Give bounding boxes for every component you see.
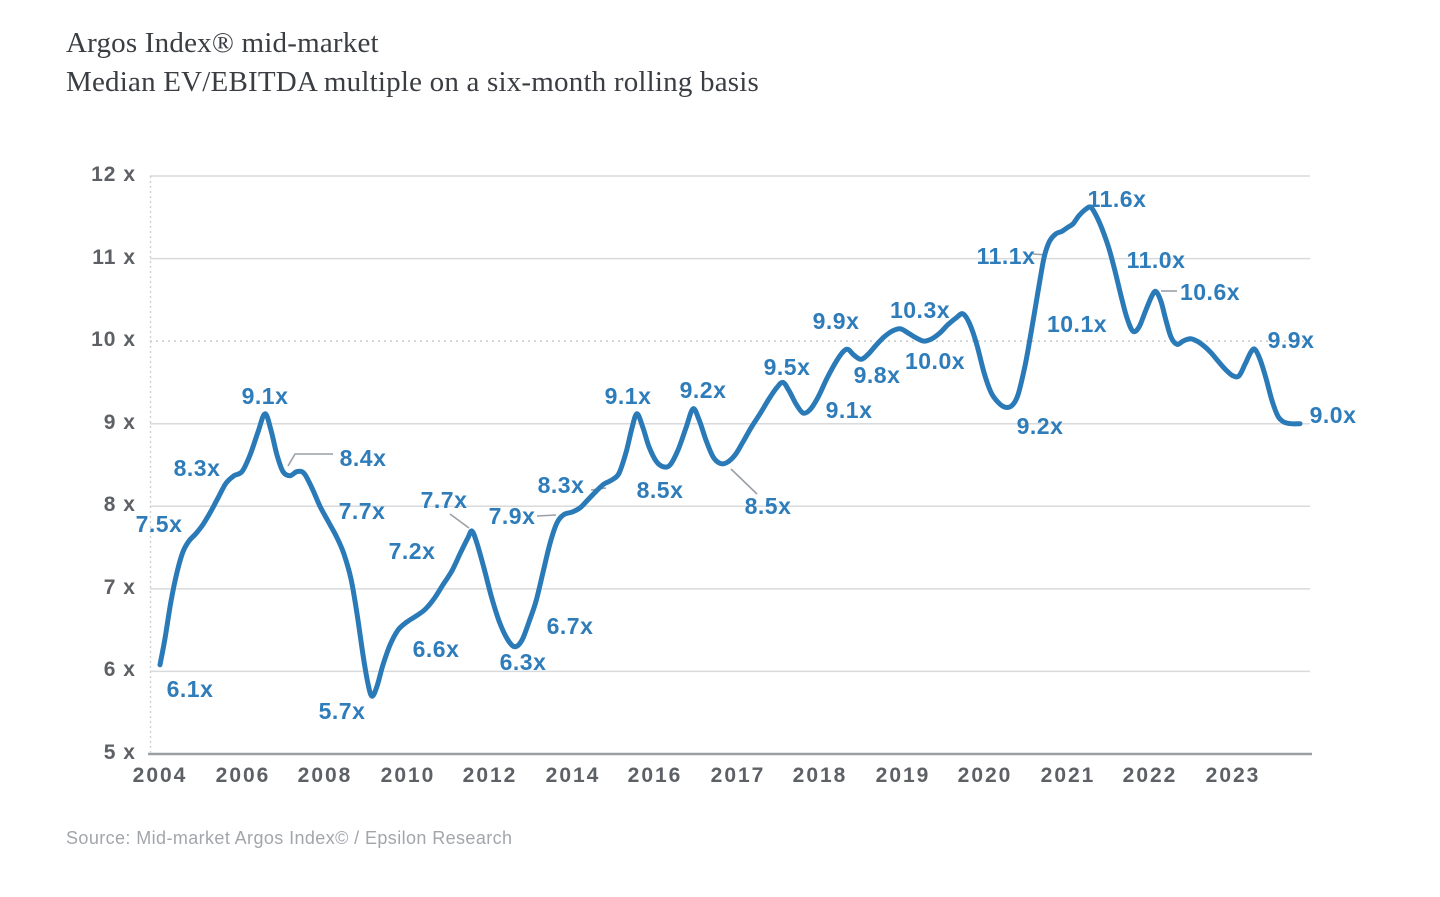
label-leader-line (730, 468, 758, 495)
data-label-11p1x: 11.1x (976, 243, 1036, 269)
data-label-9p8x: 9.8x (853, 362, 901, 388)
x-tick-2010: 2010 (380, 764, 436, 787)
data-label-7p5x: 7.5x (135, 511, 183, 537)
x-tick-2017: 2017 (710, 764, 766, 787)
data-label-9p2x: 9.2x (1016, 413, 1064, 439)
data-label-7p9x: 7.9x (488, 503, 536, 529)
x-tick-2008: 2008 (297, 764, 353, 787)
x-tick-2020: 2020 (957, 764, 1013, 787)
data-label-9p9x: 9.9x (812, 308, 860, 334)
source-note: Source: Mid-market Argos Index© / Epsilo… (66, 828, 513, 848)
x-tick-2004: 2004 (132, 764, 188, 787)
data-label-7p7x: 7.7x (338, 498, 386, 524)
data-label-7p2x: 7.2x (388, 538, 436, 564)
x-tick-2006: 2006 (215, 764, 271, 787)
chart-title: Argos Index® mid-market (66, 27, 379, 59)
data-label-6p7x: 6.7x (546, 613, 594, 639)
data-label-9p5x: 9.5x (763, 354, 811, 380)
data-label-10p6x: 10.6x (1179, 279, 1241, 305)
data-label-8p4x: 8.4x (339, 445, 387, 471)
data-label-10p0x: 10.0x (904, 348, 966, 374)
y-tick-5x: 5 x (103, 741, 136, 764)
y-tick-8x: 8 x (103, 493, 136, 517)
x-tick-2022: 2022 (1122, 764, 1178, 787)
data-label-6p1x: 6.1x (166, 676, 214, 702)
data-label-9p1x: 9.1x (604, 383, 652, 409)
data-label-9p0x: 9.0x (1309, 402, 1357, 428)
data-label-8p5x: 8.5x (744, 493, 792, 519)
label-leader-line (449, 513, 470, 529)
y-tick-11x: 11 x (92, 245, 136, 269)
label-leader-line (287, 453, 333, 467)
data-label-7p7x: 7.7x (420, 487, 468, 513)
y-tick-10x: 10 x (91, 328, 136, 352)
data-label-10p1x: 10.1x (1046, 311, 1108, 337)
data-label-5p7x: 5.7x (318, 698, 366, 724)
data-label-6p3x: 6.3x (499, 649, 547, 675)
label-leader-line (536, 514, 557, 517)
ev-ebitda-median-line (157, 204, 1303, 699)
ev-ebitda-line-chart (148, 175, 1312, 756)
chart-area: 12 x 11 x 10 x 9 x 8 x 7 x 6 x 5 x 2004 2006 2008… (91, 163, 1357, 787)
chart-subtitle: Median EV/EBITDA multiple on a six-month… (66, 66, 760, 98)
data-label-8p3x: 8.3x (173, 455, 221, 481)
data-label-9p9x: 9.9x (1267, 327, 1315, 353)
data-label-11p6x: 11.6x (1087, 186, 1147, 212)
y-tick-12x: 12 x (91, 163, 136, 186)
data-label-6p6x: 6.6x (412, 636, 460, 662)
title-block: Argos Index® mid-market Median EV/EBITDA… (66, 24, 759, 102)
x-tick-2023: 2023 (1205, 764, 1261, 787)
data-label-9p1x: 9.1x (825, 397, 873, 423)
data-label-8p5x: 8.5x (636, 477, 684, 503)
data-label-9p1x: 9.1x (241, 383, 289, 409)
data-label-9p2x: 9.2x (679, 377, 727, 403)
y-tick-9x: 9 x (103, 410, 136, 434)
y-tick-6x: 6 x (103, 658, 136, 682)
data-label-11p0x: 11.0x (1126, 247, 1186, 273)
x-tick-2021: 2021 (1040, 764, 1096, 787)
data-label-8p3x: 8.3x (537, 472, 585, 498)
y-tick-7x: 7 x (103, 575, 136, 599)
x-tick-2014: 2014 (545, 764, 601, 787)
x-tick-2012: 2012 (462, 764, 518, 787)
data-label-10p3x: 10.3x (889, 297, 951, 323)
x-tick-2019: 2019 (875, 764, 931, 787)
x-tick-2016: 2016 (627, 764, 683, 787)
x-tick-2018: 2018 (792, 764, 848, 787)
